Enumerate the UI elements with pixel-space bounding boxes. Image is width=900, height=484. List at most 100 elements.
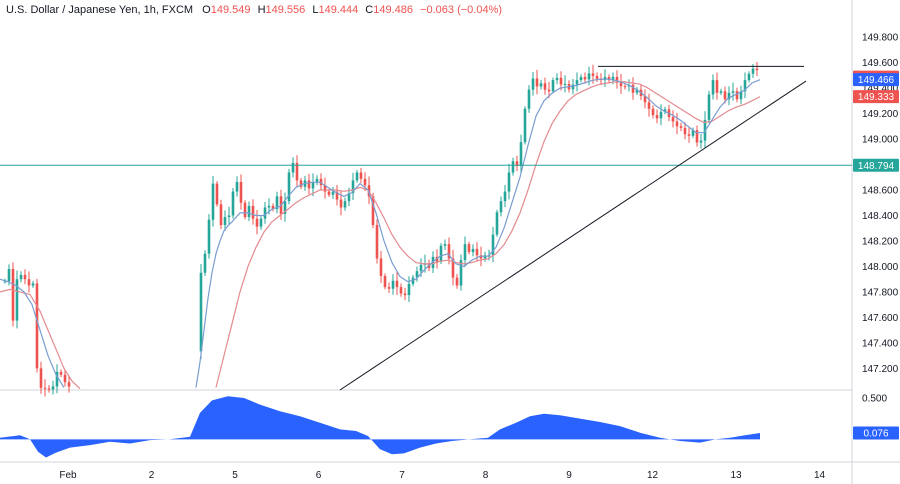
candle-body: [503, 191, 507, 202]
oscillator-tag-label: 0.076: [863, 429, 888, 440]
candle-body: [527, 89, 531, 109]
candle-body: [711, 80, 715, 95]
change-value: −0.063 (−0.04%): [420, 4, 502, 16]
candle-body: [647, 102, 651, 109]
candle-body: [243, 202, 247, 218]
candle-body: [543, 83, 547, 90]
candle-body: [219, 204, 223, 226]
open-value: 149.549: [211, 4, 251, 16]
candle-body: [631, 84, 635, 93]
candle-body: [3, 281, 7, 283]
candle-body: [447, 244, 451, 259]
candle-body: [719, 91, 723, 93]
price-axis[interactable]: 149.800 149.600 149.400 149.200 149.000 148.6…: [862, 33, 899, 405]
price-tag-label: 148.794: [858, 161, 895, 172]
candle-body: [327, 191, 331, 195]
candle-body: [691, 130, 695, 136]
indicator-lines: [0, 65, 852, 391]
price-tag-label: 149.333: [858, 92, 895, 103]
candle-body: [663, 109, 667, 112]
candle-body: [35, 283, 39, 369]
close-value: 149.486: [373, 4, 413, 16]
candle-body: [251, 205, 255, 219]
candle-body: [551, 80, 555, 92]
candle-body: [371, 196, 375, 226]
candle-body: [11, 268, 15, 321]
time-tick-label: 7: [399, 470, 405, 481]
candle-body: [211, 183, 215, 220]
candle-body: [739, 91, 743, 100]
candle-body: [255, 218, 259, 227]
candle-body: [375, 225, 379, 259]
candle-body: [463, 244, 467, 261]
fast-moving-average-line: [0, 78, 761, 388]
candle-body: [47, 388, 51, 390]
candle-body: [467, 244, 471, 253]
low-value: 149.444: [318, 4, 358, 16]
candle-body: [67, 382, 71, 387]
candle-body: [335, 191, 339, 200]
candle-body: [747, 73, 751, 81]
candle-body: [235, 182, 239, 192]
candle-body: [295, 162, 299, 181]
close-label: C: [365, 4, 373, 16]
candle-body: [491, 234, 495, 256]
candle-body: [735, 91, 739, 100]
candle-body: [283, 201, 287, 214]
candle-body: [643, 96, 647, 103]
price-tick-label: 148.000: [862, 262, 899, 273]
candle-body: [495, 212, 499, 235]
price-tag: [853, 90, 899, 104]
price-tick-label: 149.600: [862, 58, 899, 69]
candle-body: [559, 77, 563, 85]
candle-body: [27, 279, 31, 286]
candle-body: [443, 244, 447, 246]
candle-body: [555, 77, 559, 81]
time-axis[interactable]: Feb 2 5 6 7 8 9 12 13 14: [59, 470, 825, 481]
candle-body: [675, 121, 679, 127]
time-tick-label: 8: [483, 470, 489, 481]
time-tick-label: 5: [232, 470, 238, 481]
candle-body: [755, 68, 759, 71]
candle-body: [319, 178, 323, 186]
slow-moving-average-line: [0, 81, 761, 390]
price-tick-label: 147.800: [862, 287, 899, 298]
candle-body: [731, 91, 735, 93]
candle-body: [499, 201, 503, 213]
price-tick-label: 148.400: [862, 211, 899, 222]
candle-body: [727, 92, 731, 100]
candle-body: [311, 182, 315, 189]
candle-body: [607, 76, 611, 81]
candle-body: [51, 386, 55, 390]
candle-body: [403, 293, 407, 296]
candle-body: [231, 191, 235, 216]
candle-body: [215, 183, 219, 205]
candle-body: [343, 201, 347, 208]
trendline: [339, 80, 807, 391]
candle-body: [379, 258, 383, 276]
low-label: L: [312, 4, 318, 16]
candle-body: [15, 279, 19, 321]
candle-body: [687, 134, 691, 136]
candle-body: [391, 280, 395, 289]
candle-body: [207, 219, 211, 254]
candle-body: [475, 248, 479, 256]
candle-body: [387, 287, 391, 289]
candle-body: [615, 76, 619, 83]
time-tick-label: 14: [814, 470, 826, 481]
candle-body: [395, 280, 399, 288]
candle-body: [363, 178, 367, 186]
time-tick-label: 9: [566, 470, 572, 481]
candle-body: [307, 180, 311, 189]
candle-body: [55, 371, 59, 387]
candle-body: [515, 161, 519, 167]
time-tick-label: 2: [149, 470, 155, 481]
chart-header: U.S. Dollar / Japanese Yen, 1h, FXCM O14…: [6, 4, 502, 16]
oscillator-area: [0, 396, 760, 458]
candle-body: [383, 275, 387, 288]
candle-body: [19, 274, 23, 280]
price-tick-label: 149.200: [862, 109, 899, 120]
candle-body: [683, 127, 687, 135]
